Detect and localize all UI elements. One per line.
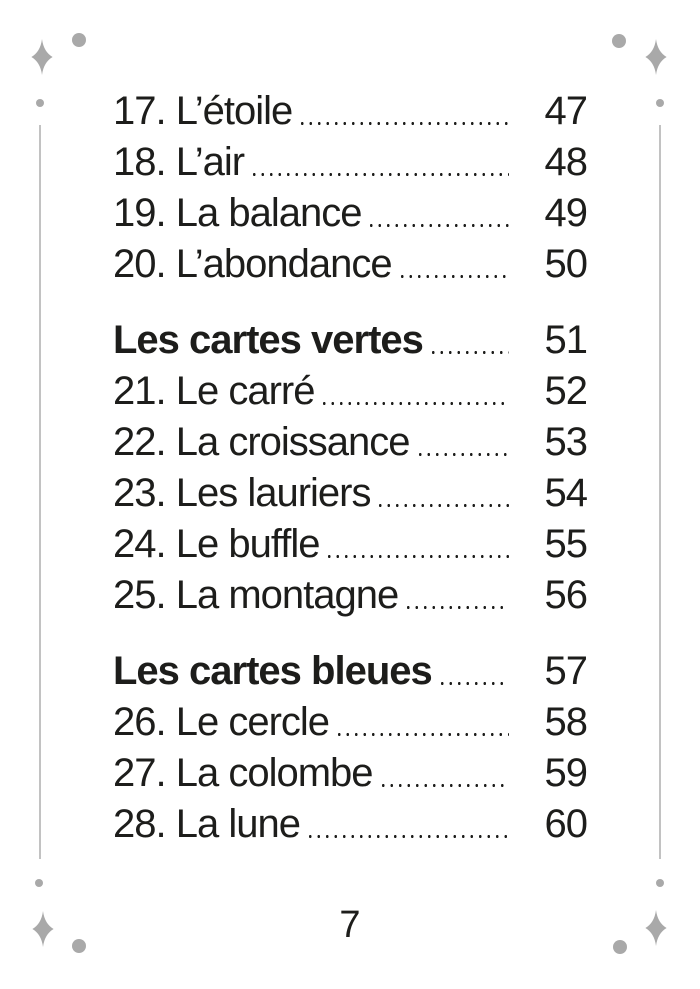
toc-section-header: Les cartes vertes 51 xyxy=(113,315,589,366)
leader-dots xyxy=(381,748,509,799)
toc-entry-page: 47 xyxy=(544,89,589,133)
toc-entry-label: 25. La montagne xyxy=(113,573,399,617)
toc-entry-label: 24. Le buffle xyxy=(113,522,320,566)
corner-dot-large xyxy=(613,940,627,954)
toc-entry: 17. L’étoile 47 xyxy=(113,86,589,137)
corner-dot-small xyxy=(36,99,44,107)
corner-dot-large xyxy=(72,33,86,47)
leader-dots xyxy=(301,86,509,137)
toc-entry-page: 53 xyxy=(544,420,589,464)
toc-entry: 25. La montagne 56 xyxy=(113,570,589,621)
toc-entry-page: 49 xyxy=(544,191,589,235)
toc-section-page: 51 xyxy=(544,318,589,362)
leader-dots xyxy=(323,366,509,417)
toc-entry-page: 56 xyxy=(544,573,589,617)
toc-entry-label: 28. La lune xyxy=(113,802,301,846)
leader-dots xyxy=(379,468,509,519)
leader-dots xyxy=(253,137,509,188)
toc-entry: 21. Le carré 52 xyxy=(113,366,589,417)
sparkle-icon xyxy=(645,910,667,946)
sparkle-icon xyxy=(32,911,54,947)
toc-entry-label: 17. L’étoile xyxy=(113,89,293,133)
toc-entry-page: 48 xyxy=(544,140,589,184)
toc-entry-label: 20. L’abondance xyxy=(113,242,393,286)
leader-dots xyxy=(308,799,509,850)
vertical-rule-left xyxy=(39,125,41,859)
toc-entry: 19. La balance 49 xyxy=(113,188,589,239)
toc-entry-label: 27. La colombe xyxy=(113,751,374,795)
toc-entry-page: 52 xyxy=(544,369,589,413)
leader-dots xyxy=(418,417,509,468)
corner-dot-large xyxy=(72,939,86,953)
toc-entry-page: 55 xyxy=(544,522,589,566)
toc-entry-label: 18. L’air xyxy=(113,140,245,184)
table-of-contents: 17. L’étoile 47 18. L’air 48 19. La bala… xyxy=(113,86,589,850)
sparkle-icon xyxy=(645,39,667,75)
toc-entry: 20. L’abondance 50 xyxy=(113,239,589,290)
toc-entry-label: 19. La balance xyxy=(113,191,362,235)
toc-entry: 18. L’air 48 xyxy=(113,137,589,188)
corner-dot-small xyxy=(656,879,664,887)
toc-entry-label: 26. Le cercle xyxy=(113,700,330,744)
leader-dots xyxy=(370,188,509,239)
toc-entry-page: 60 xyxy=(544,802,589,846)
toc-entry: 27. La colombe 59 xyxy=(113,748,589,799)
toc-entry: 28. La lune 60 xyxy=(113,799,589,850)
corner-dot-small xyxy=(35,879,43,887)
toc-section-label: Les cartes vertes xyxy=(113,318,424,362)
toc-entry: 26. Le cercle 58 xyxy=(113,697,589,748)
vertical-rule-right xyxy=(659,125,661,859)
leader-dots xyxy=(440,646,509,697)
leader-dots xyxy=(338,697,509,748)
sparkle-icon xyxy=(31,39,53,75)
leader-dots xyxy=(400,239,509,290)
toc-section-header: Les cartes bleues 57 xyxy=(113,646,589,697)
page-number: 7 xyxy=(339,904,361,946)
corner-dot-large xyxy=(612,34,626,48)
toc-entry-label: 22. La croissance xyxy=(113,420,411,464)
leader-dots xyxy=(431,315,509,366)
toc-entry: 23. Les lauriers 54 xyxy=(113,468,589,519)
leader-dots xyxy=(328,519,509,570)
toc-section-page: 57 xyxy=(544,649,589,693)
toc-entry-page: 58 xyxy=(544,700,589,744)
toc-entry-label: 21. Le carré xyxy=(113,369,315,413)
toc-section-label: Les cartes bleues xyxy=(113,649,433,693)
toc-entry-page: 54 xyxy=(544,471,589,515)
toc-entry: 22. La croissance 53 xyxy=(113,417,589,468)
corner-dot-small xyxy=(656,99,664,107)
toc-entry-page: 50 xyxy=(544,242,589,286)
toc-entry-label: 23. Les lauriers xyxy=(113,471,371,515)
toc-entry: 24. Le buffle 55 xyxy=(113,519,589,570)
toc-entry-page: 59 xyxy=(544,751,589,795)
leader-dots xyxy=(407,570,509,621)
